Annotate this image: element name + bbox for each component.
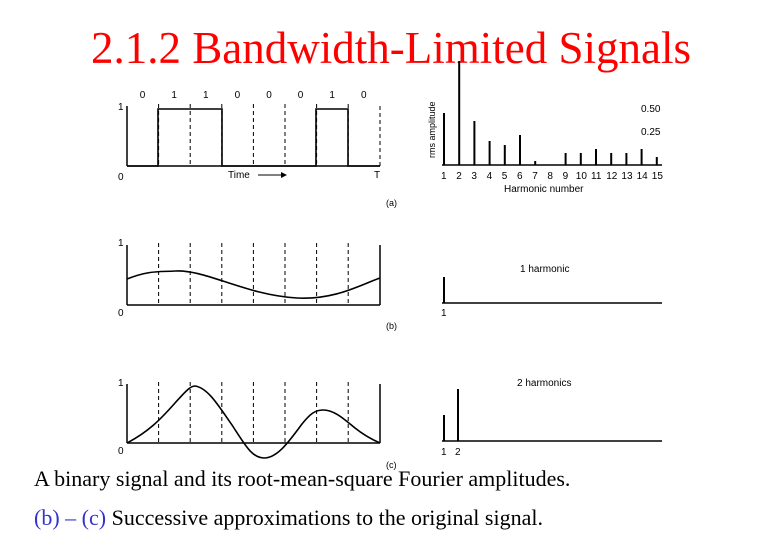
panel-c-label: (c) xyxy=(386,460,397,470)
harmonic-tick-label: 8 xyxy=(547,171,553,182)
harmonic-tick-label: 6 xyxy=(517,171,523,182)
panel-a-t-label: T xyxy=(374,170,380,181)
panel-a-waveform: 0 1 1 0 0 0 1 0 1 0 Time T (a) xyxy=(118,90,397,208)
panel-b-waveform: 1 0 (b) xyxy=(118,238,397,331)
panel-a-time-label: Time xyxy=(228,170,250,181)
harmonic-tick-label: 7 xyxy=(532,171,538,182)
panel-c-spectrum-label: 2 harmonics xyxy=(517,378,571,389)
bit-label: 1 xyxy=(203,90,209,101)
panel-c-waveform: 1 0 (c) xyxy=(118,378,397,470)
spectrum-bars xyxy=(443,61,658,165)
bit-label: 1 xyxy=(329,90,335,101)
caption-line-2-text: Successive approximations to the origina… xyxy=(106,505,543,530)
amp-tick-025: 0.25 xyxy=(641,127,661,138)
harmonic-tick-label: 1 xyxy=(441,171,447,182)
panel-a-bit-dividers xyxy=(158,104,349,166)
panel-b-label: (b) xyxy=(386,321,397,331)
panel-c-harmonic-tick-1: 1 xyxy=(441,447,447,458)
panel-b-y-top: 1 xyxy=(118,238,124,249)
harmonic-tick-label: 12 xyxy=(606,171,618,182)
amp-tick-050: 0.50 xyxy=(641,104,661,115)
panel-b-spectrum-label: 1 harmonic xyxy=(520,264,569,275)
spectrum-ylabel: rms amplitude xyxy=(427,101,437,158)
spectrum-xlabel: Harmonic number xyxy=(504,184,584,195)
panel-a-spectrum: 1 2 3 4 5 6 7 8 9 10 11 12 13 14 15 rms amplitude Harm… xyxy=(427,61,663,195)
panel-a-label: (a) xyxy=(386,198,397,208)
slide-title: 2.1.2 Bandwidth-Limited Signals xyxy=(91,23,691,73)
harmonic-tick-label: 13 xyxy=(621,171,633,182)
panel-b-y-bottom: 0 xyxy=(118,308,124,319)
time-arrow-head xyxy=(281,172,287,178)
panel-a-bit-labels: 0 1 1 0 0 0 1 0 xyxy=(140,90,367,101)
bit-label: 0 xyxy=(266,90,272,101)
harmonic-tick-label: 10 xyxy=(576,171,588,182)
harmonic-tick-label: 3 xyxy=(471,171,477,182)
caption-line-1: A binary signal and its root-mean-square… xyxy=(34,466,571,491)
panel-c-y-top: 1 xyxy=(118,378,124,389)
harmonic-tick-label: 14 xyxy=(637,171,649,182)
panel-b-bit-dividers xyxy=(158,243,349,305)
panel-c-bit-dividers xyxy=(158,382,349,443)
panel-c-spectrum: 1 2 2 harmonics xyxy=(441,378,662,458)
harmonic-tick-label: 11 xyxy=(591,171,602,182)
panel-c-y-bottom: 0 xyxy=(118,446,124,457)
spectrum-tick-labels: 1 2 3 4 5 6 7 8 9 10 11 12 13 14 15 xyxy=(441,171,663,182)
harmonic-tick-label: 2 xyxy=(456,171,462,182)
panel-a-y-top: 1 xyxy=(118,102,124,113)
panel-a-y-bottom: 0 xyxy=(118,172,124,183)
bit-label: 0 xyxy=(298,90,304,101)
panel-b-harmonic-tick-1: 1 xyxy=(441,308,447,319)
panel-c-harmonic-tick-2: 2 xyxy=(455,447,461,458)
bit-label: 1 xyxy=(171,90,177,101)
caption-line-2: (b) – (c) Successive approximations to t… xyxy=(34,505,543,531)
panel-b-approximation-curve xyxy=(126,270,381,299)
harmonic-tick-label: 9 xyxy=(563,171,569,182)
harmonic-tick-label: 15 xyxy=(652,171,664,182)
bit-label: 0 xyxy=(361,90,367,101)
harmonic-tick-label: 4 xyxy=(487,171,493,182)
panel-b-spectrum: 1 1 harmonic xyxy=(441,264,662,319)
panel-a-square-wave xyxy=(127,108,380,167)
bit-label: 0 xyxy=(235,90,241,101)
bit-label: 0 xyxy=(140,90,146,101)
caption-panel-reference: (b) – (c) xyxy=(34,505,107,530)
panel-c-approximation-curve xyxy=(126,385,381,459)
harmonic-tick-label: 5 xyxy=(502,171,508,182)
